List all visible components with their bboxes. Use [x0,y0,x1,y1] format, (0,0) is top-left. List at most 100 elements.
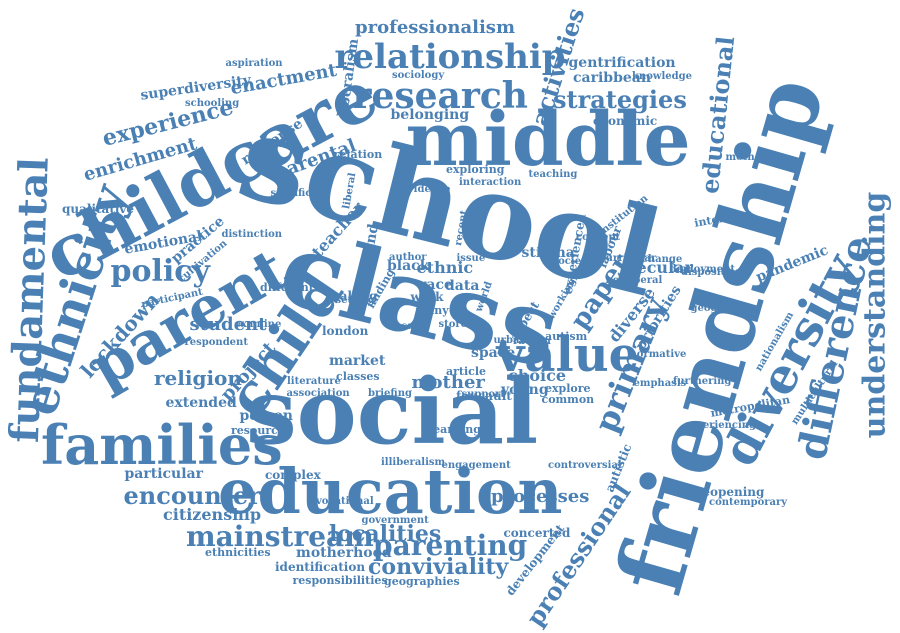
word-complex: complex [265,468,321,482]
word-race: race [419,277,453,293]
word-different: different [260,280,314,294]
word-evidence: evidence [401,184,451,195]
word-religion: religion [154,366,242,390]
word-gentrification: gentrification [568,55,676,71]
word-extended: extended [165,395,237,411]
word-space: space [471,345,516,361]
word-student: student [189,314,267,335]
word-reopening: reopening [696,485,765,499]
word-support: support [461,389,505,400]
word-market: market [329,353,386,369]
word-mainstream: mainstream [186,520,374,553]
word-respondent: respondent [184,337,248,348]
word-exchange: exchange [629,254,683,265]
word-significant: significant [270,188,330,199]
word-ethnicities: ethnicities [205,545,271,559]
word-london: london [322,324,369,338]
word-economic: economic [593,114,658,128]
word-person: person [239,408,293,424]
word-parenting: parenting [373,529,528,562]
word-disposition: disposition [681,267,743,278]
word-professionalism: professionalism [355,17,515,38]
word-government: government [361,515,429,526]
word-conviviality: conviviality [368,554,509,580]
word-interaction: interaction [459,177,522,188]
word-many: many [415,303,449,317]
word-curricular: curricular [599,253,657,264]
word-controversial: controversial [548,460,622,471]
word-belonging: belonging [390,107,470,123]
word-learning: learning [429,422,481,436]
word-policy: policy [110,254,210,289]
word-society: society [552,256,592,267]
word-association: association [286,388,350,399]
word-setting: setting [335,295,375,306]
word-neoliberal: neoliberal [605,275,663,286]
word-knowledge: knowledge [632,71,692,82]
word-aspiration: aspiration [225,58,283,69]
word-middle: middle [405,97,691,183]
word-mother: mother [411,372,485,393]
word-article: article [446,364,487,378]
word-concept: concept [576,232,621,243]
word-sociology: sociology [392,70,445,81]
word-education: education [218,455,563,528]
word-classes: classes [336,369,380,383]
word-explore: explore [545,381,591,395]
word-responsibilities: responsibilities [292,573,388,587]
word-contemporary: contemporary [709,497,788,508]
word-resource: resource [231,423,285,437]
word-store: store [438,319,468,330]
word-deployment: deployment [669,264,735,275]
word-engagement: engagement [441,460,511,471]
word-stigma: stigma [521,245,575,261]
word-geography: geography [690,303,750,314]
word-concerted: concerted [503,526,571,540]
word-ethnic: ethnic [416,258,474,277]
word-local: local [390,321,418,332]
word-localities: localities [329,521,442,547]
word-identification: identification [275,560,366,574]
word-research: research [352,75,528,117]
word-strategies: strategies [553,85,687,114]
word-author: author [389,252,427,263]
word-briefing: briefing [368,388,412,399]
word-geographies: geographies [384,574,460,588]
word-mothering: mothering [725,152,785,163]
word-emphasis: emphasis [633,378,687,389]
word-data: data [445,278,480,294]
word-choice: choice [508,366,567,385]
word-social: social [246,359,539,465]
word-literature: literature [287,376,341,387]
word-normative: normative [629,349,687,360]
word-caribbean: caribbean [573,70,652,86]
word-value: value [496,327,640,383]
word-families: families [41,413,283,477]
word-common: common [541,392,595,406]
word-racism: racism [513,336,551,347]
word-qualitative: qualitative [62,202,135,216]
word-particular: particular [124,466,204,482]
word-schooling: schooling [185,98,240,109]
word-motherhood: motherhood [296,545,392,561]
word-teaching: teaching [528,169,578,180]
word-relation: relation [333,147,383,161]
word-processes: processes [491,486,590,507]
word-illiberalism: illiberalism [381,457,446,468]
word-exploring: exploring [446,162,505,176]
word-experiencing: experiencing [683,420,757,431]
word-foucault: foucault [456,389,512,403]
word-fundamental: fundamental [0,156,58,444]
word-examine: examine [234,319,282,330]
word-issue: issue [456,253,486,264]
word-secular: secular [627,258,693,277]
word-work: work [410,290,444,304]
word-vocational: vocational [316,496,374,507]
word-young: young [501,382,549,398]
word-furthering: furthering [673,376,732,387]
word-urban: urban [493,335,527,346]
word-autism: autism [545,329,588,343]
word-relationship: relationship [334,37,566,77]
word-citizenship: citizenship [163,505,262,524]
